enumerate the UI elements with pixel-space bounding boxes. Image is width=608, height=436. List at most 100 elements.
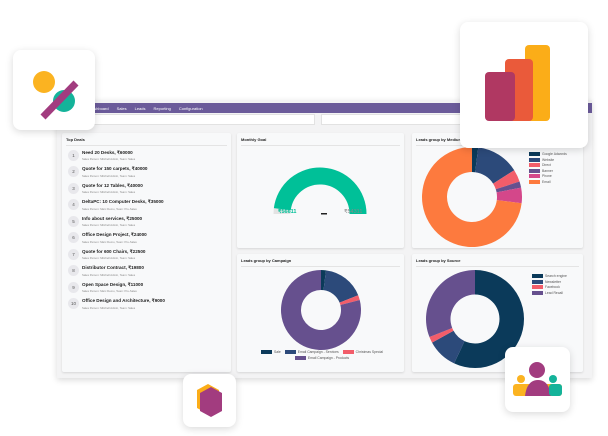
nav-reporting[interactable]: Reporting [153,105,171,111]
source-legend: Search engine Newsletter Facebook Lead Reca… [532,274,567,296]
legend-swatch [284,350,296,354]
legend-item[interactable]: Banner [529,168,567,173]
legend-item[interactable]: Direct [529,163,567,168]
deal-item[interactable]: 7 Quote for 600 Chairs, ₹22500 Sales Perso… [68,247,227,262]
deal-item[interactable]: 3 Quote for 12 Tables, ₹40000 Sales Person… [68,181,227,196]
slice-email-campaign-services[interactable] [323,270,359,303]
deal-rank: 8 [68,265,79,277]
percent-app-icon [33,71,79,120]
deal-title: Quote for 600 Chairs, ₹22500 [82,248,146,254]
slice-christmas-special[interactable] [339,295,360,306]
slice-direct[interactable] [493,170,520,190]
summary-box [57,114,315,125]
slice-search-engine[interactable] [454,270,524,368]
deal-title: Distributor Contract, ₹19800 [82,265,144,270]
deal-subtitle: Sales Person: Mitchell Admin, Team: Sale… [82,223,136,227]
slice-website[interactable] [475,147,515,184]
legend-label: Search engine [545,274,567,278]
slice-lead-recall[interactable] [426,270,475,338]
bar-chart-app-icon [485,45,550,121]
legend-label: Sale [273,350,281,354]
legend-item[interactable]: Website [529,157,567,162]
top-deals-card: Top Deals 1 Need 20 Desks, ₹60000 Sales Pe… [62,133,231,372]
app-icon-box[interactable] [183,374,236,427]
campaign-donut [281,270,361,350]
app-icon-box[interactable] [13,50,95,130]
legend-item[interactable]: Email [529,179,567,184]
gauge-needle [321,213,327,215]
slice-newsletter[interactable] [432,330,465,364]
deal-subtitle: Sales Person: Mitchell Admin, Team: Sale… [82,190,136,194]
legend-label: Banner [542,168,553,173]
deal-subtitle: Sales Person: Marc Demo, Team: Pre-Sales [82,239,137,244]
deal-title: Need 20 Desks, ₹60000 [82,149,133,155]
legend-swatch [529,179,540,184]
slice-sale[interactable] [321,270,327,291]
deal-rank: 2 [68,166,79,178]
deal-rank: 3 [68,182,79,194]
deal-subtitle: Sales Person: Mitchell Admin, Team: Sale… [82,272,136,277]
app-icon-box[interactable] [460,22,588,148]
deal-rank: 9 [68,281,79,293]
legend-label: Facebook [545,285,560,290]
deal-item[interactable]: 6 Office Design Project, ₹24000 Sales Pers… [68,231,227,246]
legend-item[interactable]: Email Campaign - Services [284,350,339,354]
nav-configuration[interactable]: Configuration [178,105,203,111]
legend-item[interactable]: Search engine [532,274,567,278]
legend-label: Christmas Special [355,350,383,354]
legend-label: Email Campaign - Services [297,350,339,354]
nav-dashboard[interactable]: Dashboard [89,105,109,111]
deal-item[interactable]: 8 Distributor Contract, ₹19800 Sales Perso… [68,264,227,279]
deal-item[interactable]: 10 Office Design and Architecture, ₹9000 S… [68,297,227,312]
slice-phone[interactable] [496,187,522,204]
legend-item[interactable]: Newsletter [532,279,567,284]
legend-label: Email [542,179,551,184]
campaign-legend: Sale Email Campaign - Services Christmas S… [247,350,397,361]
top-nav: Dashboard Sales Leads Reporting Configur… [57,103,592,113]
deal-subtitle: Sales Person: Marc Demo, Team: Pre-Sales [82,206,137,211]
legend-swatch [294,355,306,360]
legend-item[interactable]: Email Campaign - Products [294,355,349,360]
legend-swatch [532,279,543,284]
deal-subtitle: Sales Person: Mitchell Admin, Team: Sale… [82,305,136,310]
deal-rank: 10 [68,298,79,310]
deal-item[interactable]: 2 Quote for 150 carpets, ₹40000 Sales Pers… [68,165,227,180]
legend-item[interactable]: Sale [260,350,281,354]
slice-facebook[interactable] [429,328,454,343]
leads-campaign-card: Leads group by Campaign Sale Email Campai… [237,254,404,372]
deal-subtitle: Sales Person: Mitchell Admin, Team: Sale… [82,256,136,260]
legend-swatch [342,350,354,354]
nav-leads[interactable]: Leads [134,105,146,111]
legend-swatch [529,152,540,156]
slice-email-campaign-products[interactable] [281,270,361,350]
legend-swatch [260,350,272,354]
deal-rank: 4 [68,199,79,211]
slice-google-adwords[interactable] [472,147,479,173]
source-donut [426,270,524,368]
people-app-icon [513,362,562,396]
legend-item[interactable]: Facebook [532,285,567,290]
deal-item[interactable]: 5 Info about services, ₹25000 Sales Person… [68,214,227,229]
card-title: Top Deals [66,137,227,146]
goal-achieved: ₹56611 [278,209,297,215]
deal-item[interactable]: 1 Need 20 Desks, ₹60000 Sales Person: Mitc… [68,148,227,163]
legend-item[interactable]: Phone [529,174,567,179]
nav-sales[interactable]: Sales [116,105,127,111]
legend-swatch [529,157,540,162]
slice-email[interactable] [422,147,522,247]
deal-item[interactable]: 4 DeltaPC: 10 Computer Desks, ₹35000 Sales… [68,198,227,213]
legend-label: Newsletter [545,279,562,284]
goal-target: ₹54311 [344,209,363,215]
legend-item[interactable]: Christmas Special [342,350,383,354]
app-icon-box[interactable] [505,347,570,412]
legend-item[interactable]: Google Adwords [529,152,567,156]
slice-banner[interactable] [495,181,522,193]
gauge-fill [273,167,367,215]
leads-medium-card: Leads group by Medium Google Adwords Webs… [412,133,583,248]
legend-swatch [532,274,543,278]
medium-legend: Google Adwords Website Direct Banner Phone Em… [529,152,567,186]
legend-item[interactable]: Lead Recall [532,290,567,295]
card-title: Monthly Goal [241,137,400,146]
deal-item[interactable]: 9 Open Space Design, ₹11000 Sales Person: … [68,280,227,295]
deal-title: Office Design and Architecture, ₹9000 [82,298,165,303]
